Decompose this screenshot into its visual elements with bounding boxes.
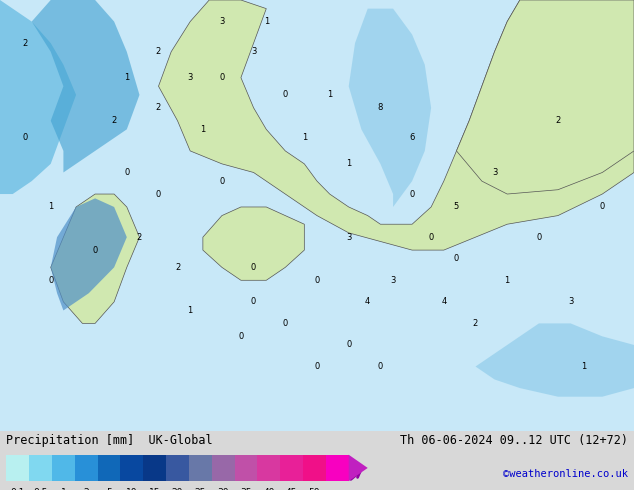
Text: Precipitation [mm]  UK-Global: Precipitation [mm] UK-Global	[6, 434, 213, 447]
Text: Th 06-06-2024 09..12 UTC (12+72): Th 06-06-2024 09..12 UTC (12+72)	[399, 434, 628, 447]
Text: 3: 3	[492, 168, 497, 177]
Text: 0: 0	[283, 319, 288, 328]
Bar	[189, 455, 212, 481]
Bar	[52, 455, 75, 481]
Text: 1: 1	[327, 90, 332, 99]
Text: 0: 0	[251, 263, 256, 272]
Text: 3: 3	[251, 47, 256, 56]
Text: 0: 0	[283, 90, 288, 99]
Text: 0: 0	[93, 245, 98, 255]
Text: 2: 2	[473, 319, 478, 328]
Bar	[257, 455, 280, 481]
Polygon shape	[32, 0, 139, 172]
Polygon shape	[476, 323, 634, 397]
Text: 2: 2	[156, 47, 161, 56]
Text: 0: 0	[429, 233, 434, 242]
Polygon shape	[349, 9, 431, 207]
Text: 5: 5	[106, 488, 112, 490]
Text: 1: 1	[200, 125, 205, 134]
Polygon shape	[158, 0, 634, 250]
Polygon shape	[51, 198, 127, 311]
Text: 0: 0	[124, 168, 129, 177]
Text: 1: 1	[60, 488, 67, 490]
Polygon shape	[51, 194, 139, 323]
Bar	[98, 455, 120, 481]
Text: 20: 20	[172, 488, 183, 490]
Polygon shape	[349, 455, 368, 481]
Text: 3: 3	[188, 73, 193, 82]
Polygon shape	[203, 207, 304, 280]
Text: 0: 0	[251, 297, 256, 306]
Text: 1: 1	[188, 306, 193, 315]
Bar	[166, 455, 189, 481]
Polygon shape	[456, 0, 634, 194]
Bar	[6, 455, 29, 481]
Text: 0: 0	[156, 190, 161, 198]
Text: 0: 0	[454, 254, 459, 263]
Text: 0: 0	[314, 362, 320, 371]
Text: 3: 3	[568, 297, 573, 306]
Text: 10: 10	[126, 488, 138, 490]
Text: 2: 2	[156, 103, 161, 112]
Text: 0: 0	[219, 176, 224, 186]
Bar	[120, 455, 143, 481]
Bar	[326, 455, 349, 481]
Text: 1: 1	[264, 17, 269, 26]
Text: 3: 3	[346, 233, 351, 242]
Text: 30: 30	[217, 488, 229, 490]
Text: 6: 6	[410, 133, 415, 143]
Text: 0: 0	[536, 233, 541, 242]
Text: 0: 0	[219, 73, 224, 82]
Text: 0: 0	[238, 332, 243, 341]
Text: 0: 0	[346, 341, 351, 349]
Bar	[280, 455, 303, 481]
Text: 3: 3	[391, 276, 396, 285]
Text: 15: 15	[149, 488, 160, 490]
Text: ©weatheronline.co.uk: ©weatheronline.co.uk	[503, 469, 628, 479]
Text: 0: 0	[23, 133, 28, 143]
Text: 1: 1	[505, 276, 510, 285]
Text: 50: 50	[309, 488, 320, 490]
Text: 0.1: 0.1	[11, 488, 25, 490]
Text: 0: 0	[378, 362, 383, 371]
Text: 1: 1	[48, 202, 53, 212]
Text: 0: 0	[410, 190, 415, 198]
Text: 3: 3	[219, 17, 224, 26]
Text: 2: 2	[175, 263, 180, 272]
Text: 25: 25	[195, 488, 206, 490]
Polygon shape	[0, 0, 76, 194]
Text: 2: 2	[23, 39, 28, 48]
Text: 5: 5	[454, 202, 459, 212]
Text: 40: 40	[263, 488, 275, 490]
Text: 0: 0	[314, 276, 320, 285]
Text: 1: 1	[346, 159, 351, 169]
Text: 0: 0	[600, 202, 605, 212]
Bar	[29, 455, 52, 481]
Text: 8: 8	[378, 103, 383, 112]
Text: 2: 2	[137, 233, 142, 242]
Text: 1: 1	[302, 133, 307, 143]
Text: 0: 0	[48, 276, 53, 285]
Text: 2: 2	[84, 488, 89, 490]
Polygon shape	[0, 0, 634, 431]
Bar	[235, 455, 257, 481]
Text: 1: 1	[124, 73, 129, 82]
Text: 35: 35	[240, 488, 252, 490]
Text: 2: 2	[112, 116, 117, 125]
Text: 2: 2	[555, 116, 560, 125]
Text: 1: 1	[581, 362, 586, 371]
Bar	[143, 455, 166, 481]
Bar	[75, 455, 98, 481]
Text: 4: 4	[441, 297, 446, 306]
Bar	[303, 455, 326, 481]
Bar	[212, 455, 235, 481]
Text: 45: 45	[286, 488, 297, 490]
Text: 4: 4	[365, 297, 370, 306]
Text: 0.5: 0.5	[34, 488, 48, 490]
